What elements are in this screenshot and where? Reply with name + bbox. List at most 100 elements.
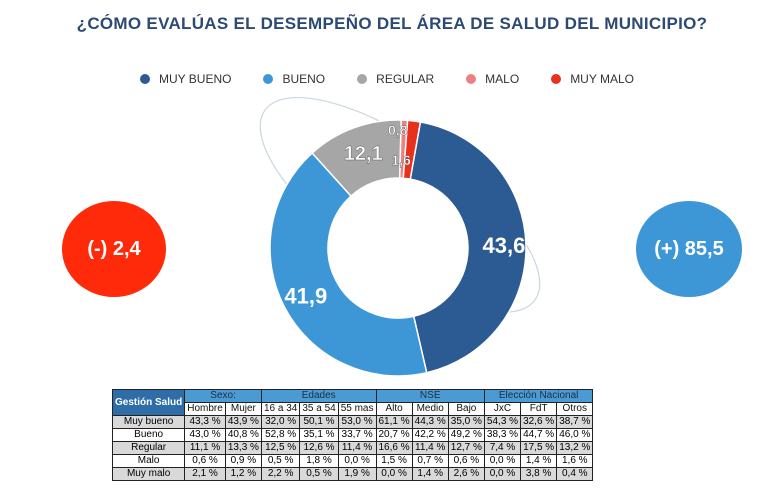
table-cell: 35,1 % [299,428,339,442]
table-cell: 1,9 % [337,467,377,481]
table-cell: 13,3 % [224,441,262,455]
table-cell: 35,0 % [447,415,485,429]
table-column-header: 55 mas [337,402,377,416]
table-column-header: JxC [483,402,522,416]
table-column-header: Hombre [184,402,226,416]
table-cell: 12,7 % [447,441,485,455]
donut-slice [409,121,527,374]
table-group-header: NSE [375,389,485,403]
table-column-header: Otros [556,402,594,416]
table-cell: 0,0 % [337,454,377,468]
table-cell: 0,7 % [411,454,449,468]
table-cell: 7,4 % [483,441,522,455]
table-cell: 1,5 % [375,454,413,468]
table-row: Regular 11,1 % 13,3 % 12,5 % 12,6 % 11,4 % 16,… [111,441,594,455]
table-corner-label: Gestión Salud [111,389,186,416]
table-cell: 11,1 % [184,441,226,455]
slice-value-label: 0,8 [388,122,408,138]
table-cell: 16,6 % [375,441,413,455]
table-cell: 2,6 % [447,467,485,481]
table-cell: 2,2 % [260,467,301,481]
table-cell: 0,6 % [447,454,485,468]
legend-label: MUY MALO [570,72,634,86]
slice-value-label: 1,6 [391,152,411,168]
table-cell: 49,2 % [447,428,485,442]
table-row-label: Malo [111,454,186,468]
table-row: Muy bueno 43,3 % 43,9 % 32,0 % 50,1 % 53,0 % 6… [111,415,594,429]
table-cell: 53,0 % [337,415,377,429]
table-cell: 38,7 % [556,415,594,429]
table-cell: 43,9 % [224,415,262,429]
table-cell: 0,5 % [299,467,339,481]
table-column-header: FdT [520,402,558,416]
table-cell: 11,4 % [337,441,377,455]
table-cell: 46,0 % [556,428,594,442]
table-row-label: Muy malo [111,467,186,481]
table-column-header: 16 a 34 [260,402,301,416]
table-row-label: Muy bueno [111,415,186,429]
legend-swatch [466,74,477,84]
table-row: Bueno 43,0 % 40,8 % 52,8 % 35,1 % 33,7 % 20,7 … [111,428,594,442]
table-cell: 11,4 % [411,441,449,455]
table-cell: 43,3 % [184,415,226,429]
table-cell: 38,3 % [483,428,522,442]
table-cell: 1,4 % [411,467,449,481]
table-cell: 0,0 % [375,467,413,481]
slice-value-label: 12,1 [344,143,383,165]
legend-swatch [551,74,562,84]
table-column-header-row: Hombre Mujer 16 a 34 35 a 54 55 mas Alto Medio… [113,402,594,416]
chart-legend: MUY BUENO BUENO REGULAR MALO MUY MALO [140,72,666,86]
crosstab-table: Gestión Salud Sexo: Edades NSE Elección Nac… [111,389,594,481]
table-column-header: 35 a 54 [299,402,339,416]
table-cell: 13,2 % [556,441,594,455]
positive-total-bubble: (+) 85,5 [636,201,742,297]
table-cell: 40,8 % [224,428,262,442]
table-column-header: Bajo [447,402,485,416]
negative-total-bubble: (-) 2,4 [62,201,166,297]
table-cell: 0,0 % [483,467,522,481]
legend-label: REGULAR [376,72,435,86]
table-cell: 32,0 % [260,415,301,429]
table-column-header: Medio [411,402,449,416]
table-row: Malo 0,6 % 0,9 % 0,5 % 1,8 % 0,0 % 1,5 % 0,7 % 0… [111,454,594,468]
legend-item: BUENO [263,72,325,86]
table-cell: 0,5 % [260,454,301,468]
table-cell: 44,7 % [520,428,558,442]
legend-item: MUY BUENO [140,72,231,86]
table-cell: 43,0 % [184,428,226,442]
table-column-header: Alto [375,402,413,416]
table-group-header: Elección Nacional [483,389,594,403]
table-cell: 32,6 % [520,415,558,429]
table-row-label: Regular [111,441,186,455]
table-cell: 12,5 % [260,441,301,455]
slice-value-label: 41,9 [284,284,327,309]
table-cell: 1,2 % [224,467,262,481]
legend-label: MUY BUENO [159,72,232,86]
legend-item: MUY MALO [551,72,634,86]
legend-item: REGULAR [357,72,434,86]
table-group-header-row: Gestión Salud Sexo: Edades NSE Elección Nac… [111,389,594,416]
table-row-label: Bueno [111,428,186,442]
table-row: Muy malo 2,1 % 1,2 % 2,2 % 0,5 % 1,9 % 0,0 % 1,… [111,467,594,481]
table-cell: 61,1 % [375,415,413,429]
donut-hole [328,178,468,318]
table-cell: 52,8 % [260,428,301,442]
table-cell: 1,6 % [556,454,594,468]
table-cell: 44,3 % [411,415,449,429]
table-cell: 1,8 % [299,454,339,468]
legend-item: MALO [466,72,519,86]
table-cell: 50,1 % [299,415,339,429]
legend-label: MALO [485,72,520,86]
table-cell: 54,3 % [483,415,522,429]
table-cell: 3,8 % [520,467,558,481]
table-column-header: Mujer [224,402,262,416]
table-cell: 0,6 % [184,454,226,468]
chart-title: ¿CÓMO EVALÚAS EL DESEMPEÑO DEL ÁREA DE S… [76,14,708,33]
table-cell: 20,7 % [375,428,413,442]
table-group-header: Edades [260,389,377,403]
table-cell: 1,4 % [520,454,558,468]
table-cell: 0,0 % [483,454,522,468]
legend-swatch [357,74,368,84]
table-cell: 33,7 % [337,428,377,442]
